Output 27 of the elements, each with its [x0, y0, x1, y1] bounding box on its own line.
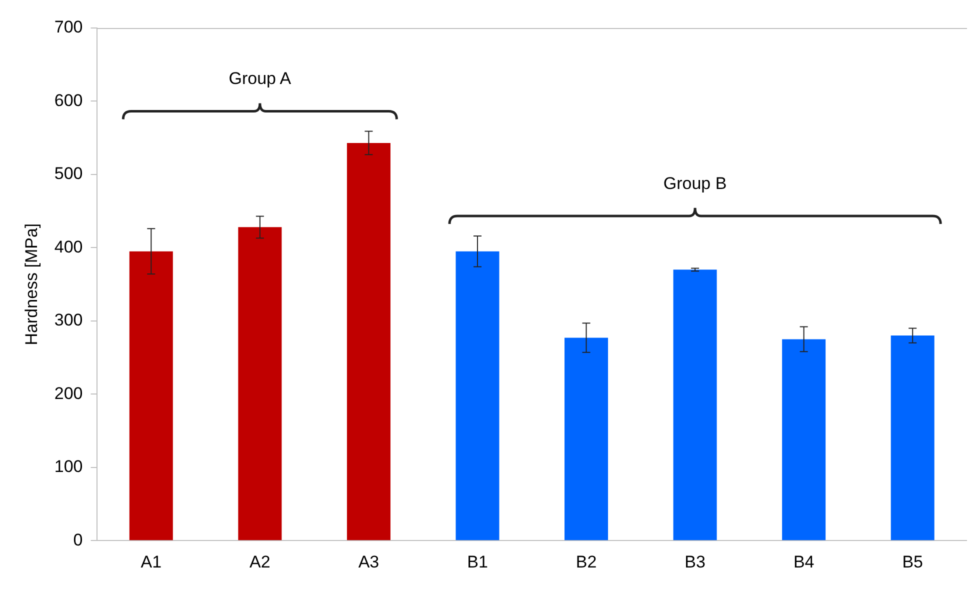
y-tick-label: 300 — [54, 310, 83, 330]
bar — [456, 251, 500, 540]
x-tick-label: B4 — [793, 552, 814, 572]
bar — [782, 339, 826, 540]
y-tick-label: 700 — [54, 18, 83, 37]
y-tick-label: 400 — [54, 237, 83, 256]
bar — [129, 251, 173, 540]
annotation: Group B — [662, 174, 728, 194]
y-axis-title: Hardness [MPa] — [22, 223, 41, 346]
bar — [673, 270, 717, 540]
bar — [238, 227, 282, 540]
y-tick-label: 200 — [54, 384, 83, 403]
x-tick-label: B1 — [467, 552, 488, 572]
bar — [346, 142, 390, 540]
x-tick-label: B5 — [902, 552, 924, 572]
x-tick-label: A2 — [250, 552, 270, 572]
y-tick-label: 0 — [73, 530, 83, 550]
bar — [890, 336, 934, 540]
annotation: Group A — [228, 69, 292, 90]
x-tick-label: A3 — [358, 552, 380, 572]
y-tick-label: 500 — [54, 164, 83, 184]
y-tick-label: 600 — [54, 90, 83, 110]
x-tick-label: B2 — [576, 552, 597, 572]
bar — [564, 338, 608, 540]
x-tick-label: B3 — [684, 552, 706, 572]
x-tick-label: A1 — [140, 552, 162, 572]
y-tick-label: 100 — [54, 457, 83, 476]
